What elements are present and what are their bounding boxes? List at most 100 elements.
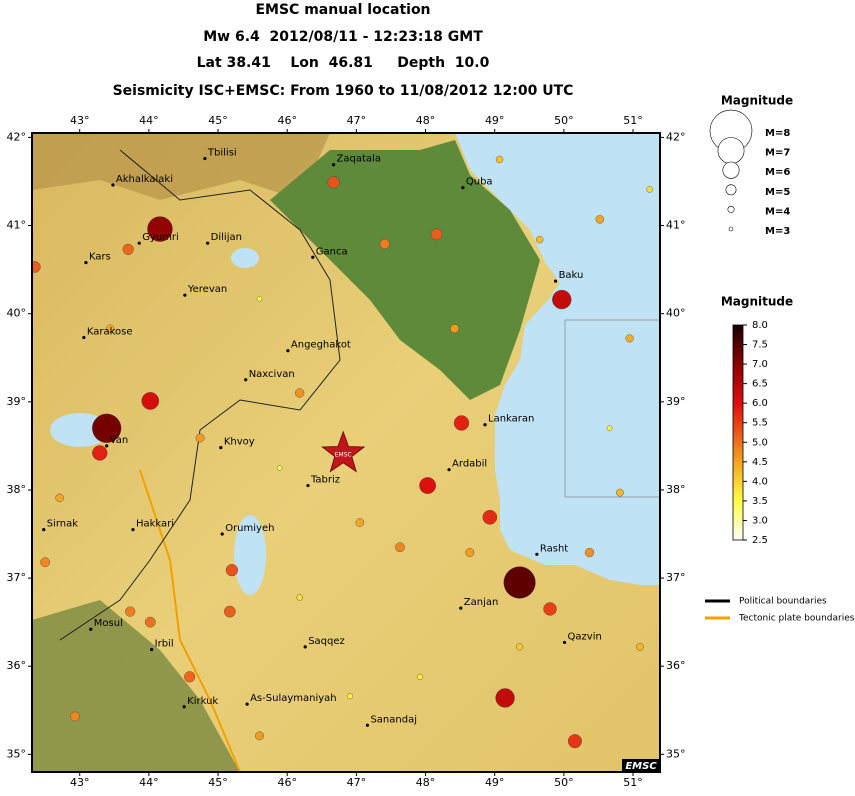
lat-tick-label: 39° <box>666 395 686 408</box>
earthquake <box>70 711 80 722</box>
earthquake <box>482 509 498 525</box>
lon-tick-label: 51° <box>623 114 643 127</box>
colorbar-label: 4.0 <box>752 476 768 487</box>
place-label: Baku <box>559 270 584 281</box>
place-label: Tbilisi <box>207 148 237 159</box>
earthquake <box>430 228 443 241</box>
lat-tick-label: 41° <box>666 219 686 232</box>
place-dot <box>535 552 539 556</box>
earthquake <box>567 734 582 749</box>
place-dot <box>286 349 290 353</box>
place-dot <box>42 528 46 532</box>
earthquake <box>276 465 283 471</box>
lowland <box>270 140 540 400</box>
earthquake <box>419 477 437 494</box>
place-label: Akhalkalaki <box>116 174 173 185</box>
size-legend-circle <box>725 184 737 196</box>
place-dot <box>105 444 109 448</box>
lat-tick-label: 38° <box>7 483 27 496</box>
lon-tick-label: 45° <box>208 114 228 127</box>
earthquake <box>106 324 115 333</box>
color-legend: 8.0 7.5 7.0 6.5 6.0 5.5 5.0 4.5 4.0 3.5 3.0 2.5 <box>743 320 768 546</box>
earthquake <box>122 243 134 255</box>
earthquake <box>255 731 264 741</box>
earthquake <box>225 564 238 577</box>
place-label: Zaqatala <box>337 154 381 165</box>
lat-tick-label: 36° <box>7 659 27 672</box>
earthquake <box>379 238 390 250</box>
credit-box <box>622 759 660 772</box>
lat-tick-label: 38° <box>666 483 686 496</box>
place-label: Kirkuk <box>187 696 218 707</box>
place-label: Sanandaj <box>370 714 417 725</box>
colorbar-label: 4.5 <box>752 457 768 468</box>
place-dot <box>365 723 370 727</box>
place-dot <box>244 378 248 382</box>
earthquake <box>543 602 557 616</box>
place-label: Khvoy <box>224 437 255 448</box>
lat-tick-label: 39° <box>7 395 27 408</box>
line-legend-label: Tectonic plate boundaries <box>738 614 855 624</box>
epicenter-label: EMSC <box>335 451 352 458</box>
lon-tick-label: 45° <box>208 776 228 789</box>
events <box>32 155 653 749</box>
lon-tick-label: 47° <box>347 776 367 789</box>
border <box>59 149 341 641</box>
line-legend: Political boundaries Tectonic plate bound… <box>705 597 855 624</box>
place-dot <box>306 483 310 488</box>
size-legend-label: M=6 <box>765 167 790 178</box>
size-legend-circle <box>717 137 745 165</box>
place-dot <box>182 705 186 709</box>
place-label: Yerevan <box>187 284 227 295</box>
place-label: Qazvin <box>568 631 602 642</box>
colorbar-label: 5.5 <box>752 418 768 429</box>
earthquake <box>595 215 605 224</box>
earthquake <box>606 425 613 432</box>
earthquake <box>144 616 156 628</box>
colorbar-label: 8.0 <box>752 320 768 331</box>
lake-urmia <box>234 515 266 595</box>
lon-tick-label: 47° <box>347 114 367 127</box>
place-label: Dilijan <box>211 232 242 243</box>
place-dot <box>150 647 154 652</box>
credit: EMSC <box>625 761 657 772</box>
earthquake <box>32 261 41 273</box>
place-dot <box>447 468 451 472</box>
place-label: Tabriz <box>310 475 340 486</box>
lat-tick-label: 37° <box>7 571 27 584</box>
map-frame <box>31 132 661 773</box>
place-dot <box>459 606 463 610</box>
lat-tick-label: 40° <box>7 307 27 320</box>
earthquake <box>92 413 122 443</box>
lon-tick-label: 48° <box>416 114 436 127</box>
lon-tick-label: 51° <box>623 776 643 789</box>
earthquake <box>616 488 624 497</box>
colorbar-label: 5.0 <box>752 437 768 448</box>
place-dot <box>84 260 88 265</box>
earthquake <box>625 334 634 343</box>
size-legend-label: M=7 <box>765 148 790 159</box>
place-label: Saqqez <box>308 636 345 647</box>
lat-tick-label: 42° <box>666 130 686 143</box>
lon-tick-label: 44° <box>139 776 159 789</box>
colorbar-label: 3.0 <box>752 515 768 526</box>
earthquake <box>495 155 504 164</box>
place-label: Ardabil <box>452 459 487 470</box>
lon-tick-label: 48° <box>416 776 436 789</box>
size-legend-circle <box>722 161 740 179</box>
place-dot <box>562 640 567 645</box>
place-dot <box>203 156 207 161</box>
places: Tbilisi Zaqatala Akhalkalaki Quba Gyumri Dili… <box>42 148 602 727</box>
place-label: Orumiyeh <box>225 523 274 534</box>
earthquake <box>646 186 653 193</box>
size-legend-label: M=8 <box>765 128 790 139</box>
size-legend-label: M=4 <box>765 206 790 217</box>
place-label: Gyumri <box>142 232 179 243</box>
size-legend-circle <box>728 226 734 232</box>
colorbar-label: 2.5 <box>752 535 768 546</box>
earthquake <box>184 671 196 683</box>
earthquake <box>296 594 303 601</box>
size-legend-label: M=5 <box>765 187 790 198</box>
place-dot <box>245 702 249 706</box>
